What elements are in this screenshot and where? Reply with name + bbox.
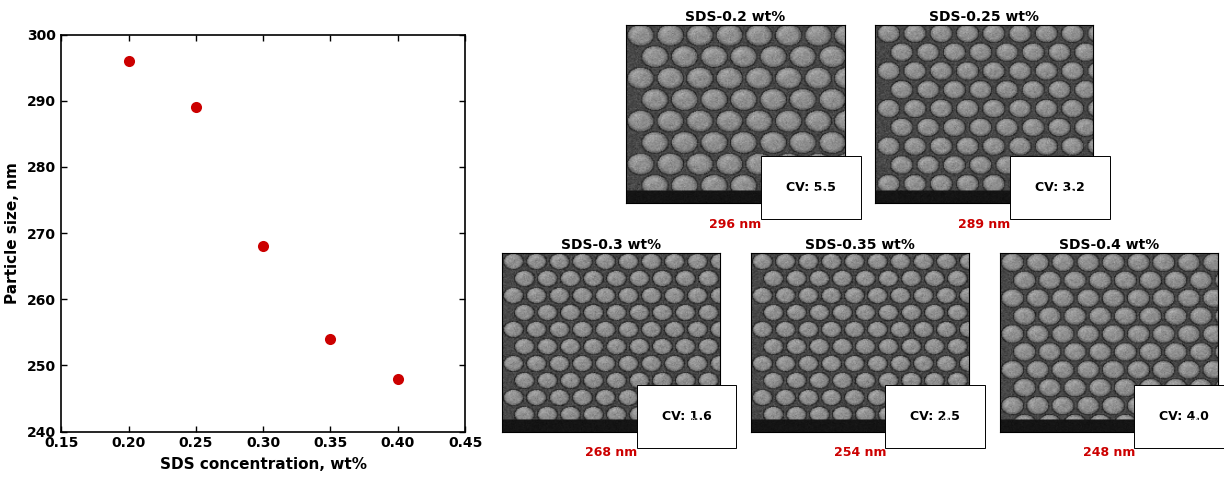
Text: CV: 3.2: CV: 3.2 bbox=[1036, 182, 1084, 194]
Text: 1.00μm: 1.00μm bbox=[684, 418, 714, 427]
Text: 1.00μm: 1.00μm bbox=[934, 418, 962, 427]
Point bbox=[388, 374, 408, 382]
Text: CV: 5.5: CV: 5.5 bbox=[786, 182, 836, 194]
Y-axis label: Particle size, nm: Particle size, nm bbox=[5, 162, 21, 304]
Text: CV: 4.0: CV: 4.0 bbox=[1159, 410, 1209, 423]
Point bbox=[321, 335, 340, 343]
Title: SDS-0.35 wt%: SDS-0.35 wt% bbox=[805, 238, 914, 252]
Title: SDS-0.2 wt%: SDS-0.2 wt% bbox=[685, 9, 786, 24]
Text: 296 nm: 296 nm bbox=[709, 218, 761, 231]
X-axis label: SDS concentration, wt%: SDS concentration, wt% bbox=[159, 457, 367, 472]
Point bbox=[186, 104, 206, 112]
Point bbox=[253, 243, 273, 250]
Title: SDS-0.25 wt%: SDS-0.25 wt% bbox=[929, 9, 1039, 24]
Text: 248 nm: 248 nm bbox=[1082, 446, 1135, 459]
Text: 1.00μm: 1.00μm bbox=[809, 190, 838, 199]
Text: 254 nm: 254 nm bbox=[834, 446, 886, 459]
Text: 268 nm: 268 nm bbox=[585, 446, 638, 459]
Text: CV: 2.5: CV: 2.5 bbox=[911, 410, 961, 423]
Point bbox=[119, 57, 138, 65]
Text: 1.00μm: 1.00μm bbox=[1182, 418, 1212, 427]
Text: 1.00μm: 1.00μm bbox=[1058, 190, 1087, 199]
Title: SDS-0.3 wt%: SDS-0.3 wt% bbox=[561, 238, 661, 252]
Text: 289 nm: 289 nm bbox=[958, 218, 1011, 231]
Title: SDS-0.4 wt%: SDS-0.4 wt% bbox=[1059, 238, 1159, 252]
Text: CV: 1.6: CV: 1.6 bbox=[662, 410, 711, 423]
